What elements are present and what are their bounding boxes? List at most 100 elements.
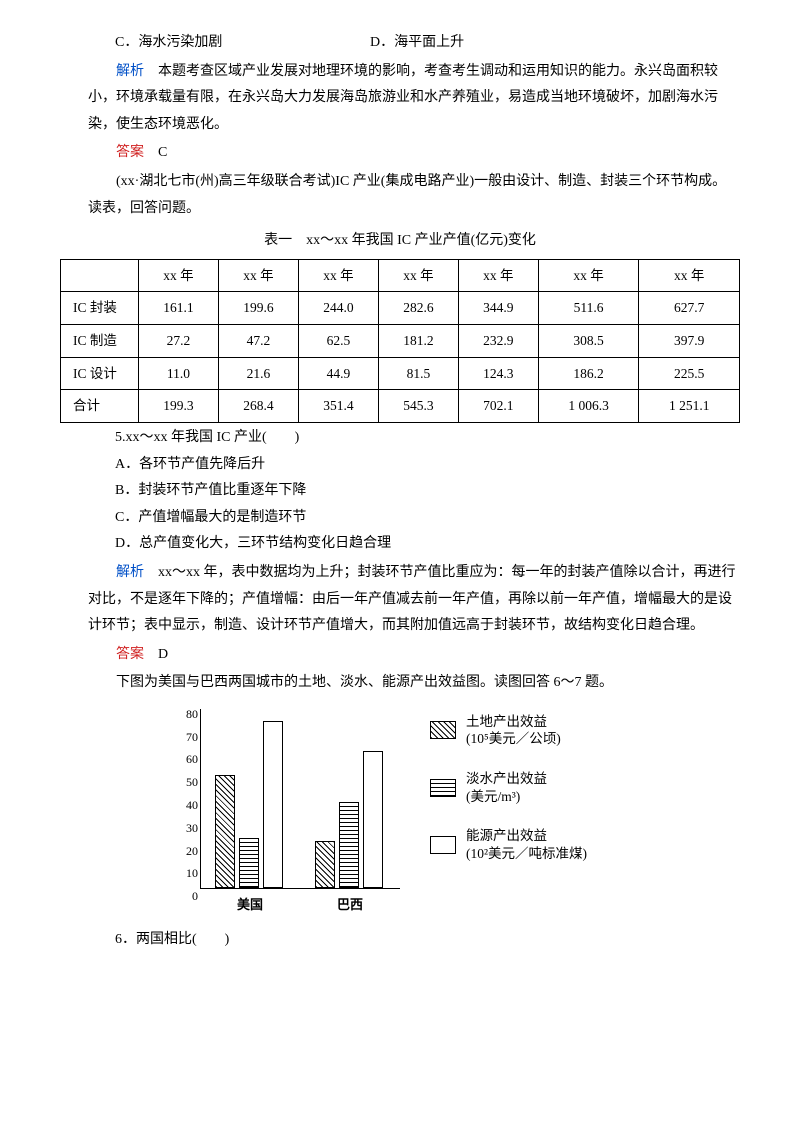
y-tick: 20 — [170, 840, 198, 863]
table-row: 合计199.3268.4351.4545.3702.11 006.31 251.… — [61, 390, 740, 423]
chart-y-axis: 80706050403020100 — [170, 703, 198, 893]
answer-2-value: D — [144, 647, 168, 662]
legend-text: 能源产出效益(10²美元／吨标准煤) — [466, 827, 587, 862]
table-cell: 225.5 — [639, 357, 740, 390]
x-label: 美国 — [200, 893, 300, 918]
chart-legend: 土地产出效益(10⁵美元／公顷) 淡水产出效益(美元/m³) 能源产出效益(10²美… — [430, 713, 587, 884]
chart-bar — [239, 838, 259, 888]
q5-option-a: A．各环节产值先降后升 — [60, 452, 740, 479]
chart-bar — [339, 802, 359, 888]
legend-swatch — [430, 836, 456, 854]
legend-item: 淡水产出效益(美元/m³) — [430, 770, 587, 805]
stem-2: (xx·湖北七市(州)高三年级联合考试)IC 产业(集成电路产业)一般由设计、制… — [60, 169, 740, 222]
table-cell: 27.2 — [139, 325, 219, 358]
table-row: IC 封装161.1199.6244.0282.6344.9511.6627.7 — [61, 292, 740, 325]
table-cell: 351.4 — [298, 390, 378, 423]
table-cell: 47.2 — [218, 325, 298, 358]
table-cell: 合计 — [61, 390, 139, 423]
table-header: xx 年 — [378, 259, 458, 292]
analysis-2-text: xx～xx 年，表中数据均为上升；封装环节产值比重应为：每一年的封装产值除以合计… — [88, 565, 736, 633]
bar-chart: 80706050403020100 美国巴西 土地产出效益(10⁵美元／公顷) 淡… — [170, 703, 740, 923]
table-cell: 161.1 — [139, 292, 219, 325]
answer-2: 答案 D — [60, 642, 740, 669]
table-header — [61, 259, 139, 292]
analysis-1: 解析 本题考查区域产业发展对地理环境的影响，考查考生调动和运用知识的能力。永兴岛… — [60, 59, 740, 139]
y-tick: 80 — [170, 703, 198, 726]
table-cell: 44.9 — [298, 357, 378, 390]
stem-3: 下图为美国与巴西两国城市的土地、淡水、能源产出效益图。读图回答 6～7 题。 — [60, 670, 740, 697]
table-cell: 545.3 — [378, 390, 458, 423]
table-header: xx 年 — [218, 259, 298, 292]
chart-bar — [215, 775, 235, 888]
table-cell: 232.9 — [458, 325, 538, 358]
analysis-label: 解析 — [116, 64, 144, 79]
table-header: xx 年 — [139, 259, 219, 292]
table-title: 表一 xx～xx 年我国 IC 产业产值(亿元)变化 — [60, 228, 740, 255]
table-cell: 397.9 — [639, 325, 740, 358]
legend-item: 能源产出效益(10²美元／吨标准煤) — [430, 827, 587, 862]
table-header: xx 年 — [639, 259, 740, 292]
option-c: C．海水污染加剧 — [60, 30, 370, 57]
table-cell: 511.6 — [538, 292, 639, 325]
table-header: xx 年 — [298, 259, 378, 292]
table-cell: 1 006.3 — [538, 390, 639, 423]
table-row: IC 设计11.021.644.981.5124.3186.2225.5 — [61, 357, 740, 390]
question-6: 6．两国相比( ) — [60, 927, 740, 954]
legend-text: 土地产出效益(10⁵美元／公顷) — [466, 713, 561, 748]
chart-bar — [363, 751, 383, 888]
table-row: IC 制造27.247.262.5181.2232.9308.5397.9 — [61, 325, 740, 358]
q5-option-c: C．产值增幅最大的是制造环节 — [60, 505, 740, 532]
table-cell: IC 设计 — [61, 357, 139, 390]
legend-swatch — [430, 779, 456, 797]
analysis-label-2: 解析 — [116, 565, 144, 580]
y-tick: 40 — [170, 794, 198, 817]
answer-1-value: C — [144, 145, 167, 160]
legend-swatch — [430, 721, 456, 739]
chart-x-labels: 美国巴西 — [200, 893, 400, 918]
table-cell: IC 封装 — [61, 292, 139, 325]
table-cell: 181.2 — [378, 325, 458, 358]
x-label: 巴西 — [300, 893, 400, 918]
y-tick: 60 — [170, 748, 198, 771]
y-tick: 70 — [170, 726, 198, 749]
table-cell: IC 制造 — [61, 325, 139, 358]
table-cell: 627.7 — [639, 292, 740, 325]
table-cell: 186.2 — [538, 357, 639, 390]
legend-item: 土地产出效益(10⁵美元／公顷) — [430, 713, 587, 748]
table-cell: 199.3 — [139, 390, 219, 423]
q5-option-d: D．总产值变化大，三环节结构变化日趋合理 — [60, 531, 740, 558]
y-tick: 0 — [170, 885, 198, 908]
table-cell: 124.3 — [458, 357, 538, 390]
y-tick: 50 — [170, 771, 198, 794]
option-d: D．海平面上升 — [370, 30, 464, 57]
analysis-2: 解析 xx～xx 年，表中数据均为上升；封装环节产值比重应为：每一年的封装产值除… — [60, 560, 740, 640]
analysis-1-text: 本题考查区域产业发展对地理环境的影响，考查考生调动和运用知识的能力。永兴岛面积较… — [88, 64, 718, 132]
ic-table: xx 年xx 年xx 年xx 年xx 年xx 年xx 年 IC 封装161.11… — [60, 259, 740, 423]
answer-label-2: 答案 — [116, 647, 144, 662]
table-cell: 21.6 — [218, 357, 298, 390]
table-cell: 308.5 — [538, 325, 639, 358]
chart-bar — [315, 841, 335, 888]
table-header: xx 年 — [538, 259, 639, 292]
answer-label: 答案 — [116, 145, 144, 160]
question-5: 5.xx～xx 年我国 IC 产业( ) — [60, 425, 740, 452]
table-cell: 81.5 — [378, 357, 458, 390]
table-cell: 62.5 — [298, 325, 378, 358]
table-header: xx 年 — [458, 259, 538, 292]
table-cell: 199.6 — [218, 292, 298, 325]
y-tick: 10 — [170, 862, 198, 885]
table-cell: 268.4 — [218, 390, 298, 423]
options-row-cd: C．海水污染加剧 D．海平面上升 — [60, 30, 740, 57]
chart-plot — [200, 709, 400, 889]
table-cell: 702.1 — [458, 390, 538, 423]
q5-option-b: B．封装环节产值比重逐年下降 — [60, 478, 740, 505]
y-tick: 30 — [170, 817, 198, 840]
table-cell: 11.0 — [139, 357, 219, 390]
table-cell: 244.0 — [298, 292, 378, 325]
table-cell: 1 251.1 — [639, 390, 740, 423]
answer-1: 答案 C — [60, 140, 740, 167]
chart-bar — [263, 721, 283, 888]
legend-text: 淡水产出效益(美元/m³) — [466, 770, 547, 805]
table-cell: 344.9 — [458, 292, 538, 325]
table-cell: 282.6 — [378, 292, 458, 325]
